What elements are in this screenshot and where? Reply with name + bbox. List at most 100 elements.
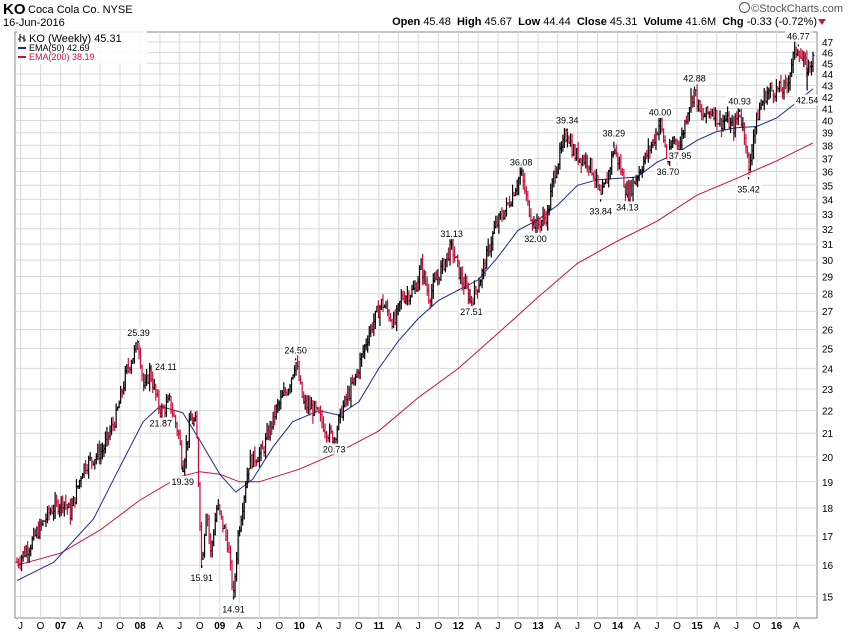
y-tick-label: 22 <box>822 407 834 418</box>
y-tick-label: 16 <box>822 561 834 572</box>
y-tick-label: 19 <box>822 478 834 489</box>
x-tick-label: 11 <box>374 621 385 632</box>
y-tick-label: 24 <box>822 364 834 375</box>
plot-area-frame <box>14 31 818 619</box>
price-label-bg <box>125 327 152 339</box>
y-tick-label: 18 <box>822 504 834 515</box>
y-tick-label: 42 <box>822 93 834 104</box>
y-tick-label: 39 <box>822 129 834 140</box>
x-tick-label: O <box>514 621 522 632</box>
ema50-series <box>16 88 814 582</box>
price-label: 40.00 <box>647 106 674 118</box>
x-tick-label: O <box>434 621 442 632</box>
price-label-bg <box>188 571 215 583</box>
x-tick-label: O <box>355 621 363 632</box>
price-label-text: 25.39 <box>127 328 150 338</box>
price-label-bg <box>169 475 196 487</box>
price-label-bg <box>647 106 674 118</box>
y-tick-label: 41 <box>822 104 834 115</box>
x-tick-label: J <box>416 621 421 632</box>
close-label: Close <box>576 16 607 28</box>
price-label-text: 38.29 <box>603 129 626 139</box>
y-tick-label: 43 <box>822 81 834 92</box>
price-label-bg <box>794 94 821 106</box>
price-label-text: 31.13 <box>440 229 463 239</box>
price-label-text: 19.39 <box>172 477 195 487</box>
price-labels: 25.39 24.11 21.87 19.39 15.91 14.91 24.50 20.73… <box>125 30 821 615</box>
y-tick-label: 38 <box>822 141 834 152</box>
price-label: 33.84 <box>587 205 614 217</box>
price-label: 21.87 <box>147 417 174 429</box>
price-label-bg <box>152 361 179 373</box>
x-tick-label: 08 <box>135 621 147 632</box>
x-tick-label: J <box>734 621 739 632</box>
y-tick-label: 21 <box>822 429 834 440</box>
price-label-bg <box>600 127 627 139</box>
price-label-text: 21.87 <box>150 419 173 429</box>
quote-date: 16-Jun-2016 <box>3 17 65 29</box>
open-value: 45.48 <box>423 16 451 28</box>
price-label-bg <box>220 603 247 615</box>
price-label: 27.51 <box>458 306 485 318</box>
y-tick-label: 40 <box>822 116 834 127</box>
x-tick-label: 09 <box>214 621 226 632</box>
y-tick-label: 15 <box>822 593 834 604</box>
x-tick-label: O <box>275 621 283 632</box>
price-label: 32.00 <box>522 232 549 244</box>
price-label: 38.29 <box>600 127 627 139</box>
price-label-text: 42.88 <box>683 74 706 84</box>
low-value: 44.44 <box>543 16 571 28</box>
x-tick-label: O <box>37 621 45 632</box>
price-label: 19.39 <box>169 475 196 487</box>
y-tick-label: 37 <box>822 154 834 165</box>
price-label-bg <box>438 228 465 240</box>
price-label-bg <box>147 417 174 429</box>
price-bars <box>15 40 815 600</box>
x-tick-label: A <box>157 621 164 632</box>
price-label: 20.73 <box>321 443 348 455</box>
price-label-bg <box>785 30 812 42</box>
price-label-bg <box>321 443 348 455</box>
x-tick-label: J <box>18 621 23 632</box>
ticker-symbol: KO <box>3 1 26 18</box>
x-tick-label: O <box>594 621 602 632</box>
y-tick-label: 36 <box>822 168 834 179</box>
y-tick-label: 34 <box>822 195 834 206</box>
high-value: 45.67 <box>484 16 513 28</box>
volume-label: Volume <box>643 16 683 28</box>
x-tick-label: O <box>196 621 204 632</box>
price-label: 35.42 <box>735 183 762 195</box>
close-value: 45.31 <box>609 16 638 28</box>
ema50-line <box>16 88 814 582</box>
legend-background <box>17 30 147 64</box>
x-tick-label: A <box>475 621 482 632</box>
price-label: 40.93 <box>726 95 753 107</box>
price-label-text: 36.08 <box>510 158 533 168</box>
x-tick-label: A <box>236 621 243 632</box>
y-tick-label: 29 <box>822 273 834 284</box>
brand-logo[interactable]: ©StockCharts.com <box>739 2 843 15</box>
price-label-text: 35.42 <box>737 184 760 194</box>
price-label-text: 32.00 <box>524 234 547 244</box>
price-label-text: 42.54 <box>796 96 819 106</box>
y-tick-label: 31 <box>822 240 834 251</box>
price-label-bg <box>726 95 753 107</box>
x-tick-label: J <box>97 621 102 632</box>
price-label-text: 27.51 <box>460 307 483 317</box>
x-tick-label: O <box>673 621 681 632</box>
price-label: 36.08 <box>508 156 535 168</box>
price-label: 24.50 <box>282 344 309 356</box>
legend-price-swatch-icon <box>18 34 26 42</box>
x-tick-label: J <box>655 621 660 632</box>
y-tick-label: 26 <box>822 326 834 337</box>
price-label: 46.77 <box>785 30 812 42</box>
price-label-bg <box>508 156 535 168</box>
y-tick-label: 32 <box>822 225 834 236</box>
price-label-bg <box>735 183 762 195</box>
price-label-text: 24.50 <box>284 345 307 355</box>
x-tick-label: J <box>177 621 182 632</box>
price-label-text: 46.77 <box>787 32 810 42</box>
price-label-text: 40.93 <box>728 96 751 106</box>
price-label: 39.34 <box>554 114 581 126</box>
